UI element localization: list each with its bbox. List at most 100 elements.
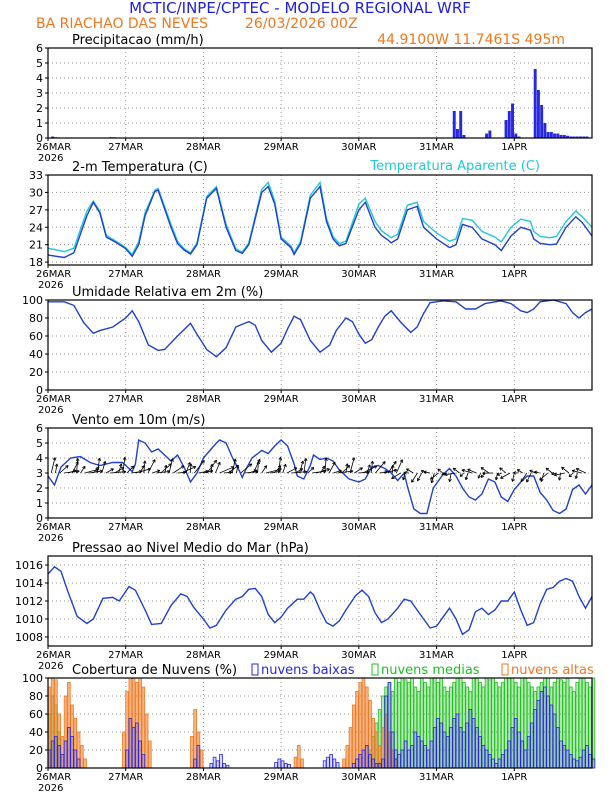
cloud-bar-medias <box>578 677 583 769</box>
cloud-bar-baixas <box>552 713 557 769</box>
x-tick-label: 27MAR <box>108 394 143 405</box>
precip-bar <box>485 133 489 138</box>
x-tick-label: 27MAR <box>108 522 143 533</box>
wind-arrow <box>499 467 507 474</box>
cloud-bar-medias <box>494 682 499 769</box>
cloud-bar-baixas <box>575 760 580 769</box>
wind-arrow <box>257 461 259 474</box>
wind-arrow <box>539 472 549 481</box>
y-tick-label: 3 <box>36 467 43 480</box>
wind-arrow <box>333 470 342 474</box>
wind-arrow-head <box>461 468 465 471</box>
x-tick-label: 26MAR <box>36 394 71 405</box>
wind-arrow <box>500 472 511 479</box>
y-tick-label: 80 <box>29 312 43 325</box>
wind-arrow-head <box>310 466 314 469</box>
cloud-bar-baixas <box>562 745 567 769</box>
cloud-bar-baixas <box>588 754 592 769</box>
wind-arrow-head <box>132 465 135 470</box>
cloud-bar-baixas <box>138 740 142 769</box>
wind-arrow-head <box>520 479 524 482</box>
cloud-bar-baixas <box>500 754 505 769</box>
wind-arrow-head <box>157 470 161 473</box>
cloud-bar-baixas <box>364 745 369 769</box>
wind-arrow <box>55 463 58 474</box>
cloud-bar-baixas <box>274 762 278 769</box>
cloud-bar-baixas <box>510 727 515 769</box>
wind-arrow <box>67 469 77 474</box>
wind-arrow-head <box>499 467 502 471</box>
cloud-bar-baixas <box>432 727 437 769</box>
wind-arrow-head <box>97 457 100 461</box>
y-tick-label: 6 <box>36 422 43 435</box>
precip-bar <box>556 133 560 138</box>
wind-arrow-head <box>452 467 455 472</box>
wind-arrow <box>423 471 431 474</box>
wind-arrow-head <box>495 477 499 481</box>
wind-arrow-head <box>370 460 373 464</box>
cloud-bar-baixas <box>449 727 453 769</box>
wind-arrow-head <box>338 469 342 471</box>
x-year-label: 2026 <box>38 153 63 164</box>
x-tick-label: 30MAR <box>341 772 376 783</box>
panel-title: Umidade Relativa em 2m (%) <box>72 285 263 300</box>
wind-arrow-head <box>104 461 107 465</box>
wind-arrow <box>534 471 540 474</box>
wind-arrow-head <box>539 477 542 481</box>
wind-arrow <box>480 467 490 474</box>
wind-arrow-head <box>574 475 577 479</box>
cloud-bar-baixas <box>193 758 197 769</box>
wind-arrow-head <box>482 471 486 474</box>
wind-arrow-head <box>235 464 239 468</box>
cloud-bar-baixas <box>439 722 444 769</box>
cloud-bar-baixas <box>407 749 411 769</box>
wind-arrow <box>370 460 373 474</box>
wind-arrow <box>554 472 565 476</box>
cloud-bar-baixas <box>546 695 550 769</box>
precip-bar <box>572 136 576 138</box>
cloud-bar-baixas <box>536 700 541 769</box>
panel-1: 18 21 24 27 30 33 26MAR 27MAR 28MAR 29MAR 30MAR 31M… <box>29 160 593 291</box>
cloud-bar-baixas <box>478 736 482 769</box>
precip-bar <box>459 111 463 138</box>
wind-arrow-head <box>73 469 77 473</box>
wind-arrow-head <box>464 476 467 480</box>
wind-arrow-head <box>461 469 465 473</box>
precip-bar <box>488 130 492 138</box>
wind-arrow-head <box>283 463 287 467</box>
x-year-label: 2026 <box>38 783 63 792</box>
wind-arrow <box>324 458 327 474</box>
cloud-bar-medias <box>497 686 502 769</box>
cloud-bar-baixas <box>403 740 408 769</box>
wind-arrow-head <box>254 469 258 473</box>
cloud-bar-baixas <box>215 760 220 769</box>
cloud-bar-baixas <box>429 740 434 769</box>
y-tick-label: 2 <box>36 102 43 115</box>
precip-bar <box>566 135 570 138</box>
wind-arrow-head <box>211 463 214 467</box>
wind-arrow <box>210 464 213 474</box>
y-tick-label: 21 <box>29 239 43 252</box>
precip-bar <box>536 90 540 138</box>
cloud-bar-baixas <box>475 727 479 769</box>
wind-arrow-head <box>500 475 503 479</box>
legend-swatch <box>251 663 259 676</box>
wind-arrow-head <box>256 460 259 464</box>
wind-arrow <box>219 466 234 474</box>
y-tick-label: 1010 <box>15 613 43 626</box>
cloud-bar-baixas <box>487 754 492 769</box>
cloud-bar-baixas <box>128 718 133 769</box>
wind-arrow <box>236 465 239 474</box>
wind-arrow-head <box>324 457 327 461</box>
wind-arrow-head <box>441 474 445 476</box>
cloud-bar-baixas <box>455 713 460 769</box>
precip-bar <box>540 105 544 138</box>
wind-arrow <box>152 469 161 474</box>
wind-arrow <box>572 470 582 474</box>
wind-arrow <box>406 468 414 474</box>
wind-arrow <box>568 472 574 478</box>
x-tick-label: 1APR <box>501 522 527 533</box>
wind-arrow-head <box>237 465 240 469</box>
cloud-bar-baixas <box>63 740 68 769</box>
wind-arrow-head <box>122 456 126 460</box>
